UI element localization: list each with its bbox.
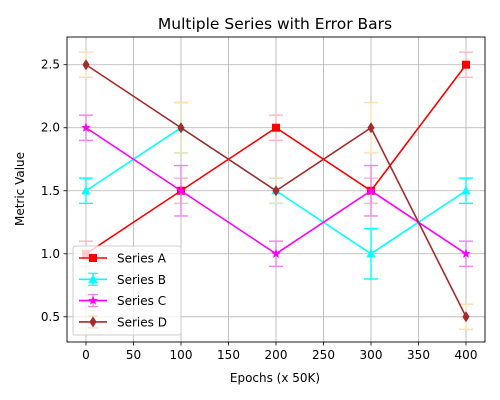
data-point <box>81 122 91 132</box>
x-tick-label: 200 <box>265 348 288 362</box>
legend-marker <box>89 254 97 262</box>
y-axis-title: Metric Value <box>13 152 27 226</box>
y-tick-label: 1.0 <box>41 247 60 261</box>
data-point <box>461 185 471 195</box>
legend-box <box>72 245 182 336</box>
x-tick-label: 50 <box>126 348 141 362</box>
y-tick-label: 0.5 <box>41 310 60 324</box>
x-tick-label: 250 <box>312 348 335 362</box>
plot-frame <box>66 36 486 343</box>
legend-marker <box>88 295 98 305</box>
legend-item: Series C <box>79 294 166 308</box>
legend-marker <box>89 316 97 328</box>
data-point <box>176 185 186 195</box>
chart-title: Multiple Series with Error Bars <box>158 15 392 33</box>
legend-item: Series D <box>79 315 167 329</box>
legend: Series A Series B Series C Series D <box>72 245 182 336</box>
legend-label: Series A <box>117 252 167 266</box>
y-tick-label: 2.0 <box>41 121 60 135</box>
data-point <box>367 122 375 134</box>
x-tick-label: 300 <box>360 348 383 362</box>
data-point <box>272 185 280 197</box>
data-point <box>177 122 185 134</box>
series-3 <box>79 114 473 268</box>
x-tick-label: 350 <box>407 348 430 362</box>
data-point <box>462 311 470 323</box>
data-point <box>462 60 470 69</box>
data-point <box>366 248 376 258</box>
x-tick-label: 0 <box>82 348 90 362</box>
x-tick-label: 100 <box>170 348 193 362</box>
plot-area: 0 50 100 150 200 250 300 350 400 0.5 1.0 1.5 2.0 2.5 S… <box>41 36 486 362</box>
x-tick-label: 400 <box>455 348 478 362</box>
legend-item: Series B <box>79 272 166 287</box>
legend-label: Series C <box>117 294 166 308</box>
data-point <box>366 185 376 195</box>
legend-label: Series D <box>117 315 167 329</box>
data-point <box>82 59 90 71</box>
x-axis-title: Epochs (x 50K) <box>230 371 320 385</box>
legend-marker <box>88 274 98 283</box>
data-point <box>272 123 280 132</box>
data-point <box>271 248 281 258</box>
legend-label: Series B <box>117 273 166 287</box>
y-tick-label: 1.5 <box>41 184 60 198</box>
data-point <box>81 185 91 195</box>
legend-item: Series A <box>79 252 167 266</box>
x-tick-label: 150 <box>217 348 240 362</box>
y-tick-label: 2.5 <box>41 58 60 72</box>
series-4 <box>79 51 473 331</box>
data-point <box>461 248 471 258</box>
